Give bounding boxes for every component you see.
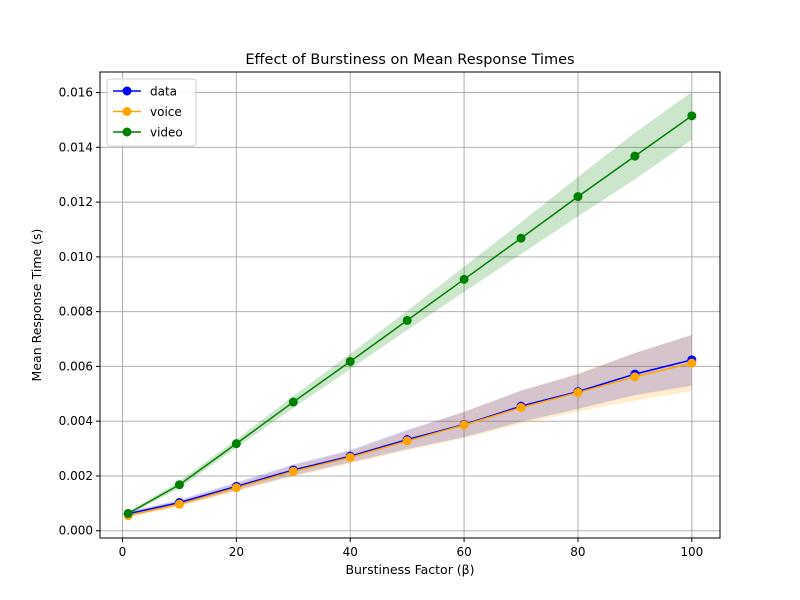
point-voice	[687, 358, 697, 368]
legend-marker-data	[122, 86, 132, 96]
grid	[100, 72, 720, 538]
y-tick-label: 0.006	[59, 359, 93, 373]
y-axis-label: Mean Response Time (s)	[29, 229, 44, 382]
point-voice	[630, 372, 640, 382]
x-axis-label: Burstiness Factor (β)	[345, 562, 474, 577]
y-tick-label: 0.004	[59, 414, 93, 428]
point-video	[288, 397, 298, 407]
point-voice	[231, 483, 241, 493]
y-tick-label: 0.000	[59, 524, 93, 538]
point-voice	[345, 452, 355, 462]
point-voice	[516, 402, 526, 412]
x-axis-ticks: 0 20 40 60 80 100	[119, 538, 703, 559]
x-tick-label: 0	[119, 545, 127, 559]
point-video	[630, 151, 640, 161]
band-voice	[128, 335, 692, 518]
y-tick-label: 0.002	[59, 469, 93, 483]
chart-title: Effect of Burstiness on Mean Response Ti…	[245, 52, 574, 68]
confidence-bands	[128, 91, 692, 518]
point-video	[687, 111, 697, 121]
x-tick-label: 60	[456, 545, 471, 559]
point-voice	[573, 387, 583, 397]
series-markers	[123, 111, 697, 521]
legend-marker-voice	[122, 107, 132, 116]
legend-label-video: video	[150, 126, 183, 140]
point-video	[573, 192, 583, 202]
point-voice	[174, 499, 184, 509]
point-video	[123, 508, 133, 518]
legend-label-data: data	[150, 85, 177, 99]
band-video	[128, 91, 692, 516]
y-tick-label: 0.008	[59, 305, 93, 319]
x-tick-label: 80	[570, 545, 585, 559]
legend-label-voice: voice	[150, 105, 182, 119]
point-video	[459, 274, 469, 284]
point-video	[402, 315, 412, 325]
y-tick-label: 0.012	[59, 195, 93, 209]
band-data	[128, 334, 692, 516]
x-tick-label: 20	[229, 545, 244, 559]
y-tick-label: 0.016	[59, 86, 93, 100]
point-video	[345, 356, 355, 366]
legend-marker-video	[122, 127, 132, 137]
legend: data voice video	[106, 78, 197, 147]
plot-frame	[99, 71, 721, 539]
point-voice	[288, 466, 298, 476]
point-video	[174, 480, 184, 490]
x-tick-label: 100	[680, 545, 703, 559]
point-video	[516, 233, 526, 243]
y-tick-label: 0.014	[59, 140, 93, 154]
x-tick-label: 40	[343, 545, 358, 559]
y-tick-label: 0.010	[59, 250, 93, 264]
point-video	[231, 439, 241, 449]
y-axis-ticks: 0.000 0.002 0.004 0.006 0.008 0.010 0.012 0.014…	[59, 86, 100, 538]
point-voice	[459, 420, 469, 430]
point-voice	[402, 436, 412, 446]
